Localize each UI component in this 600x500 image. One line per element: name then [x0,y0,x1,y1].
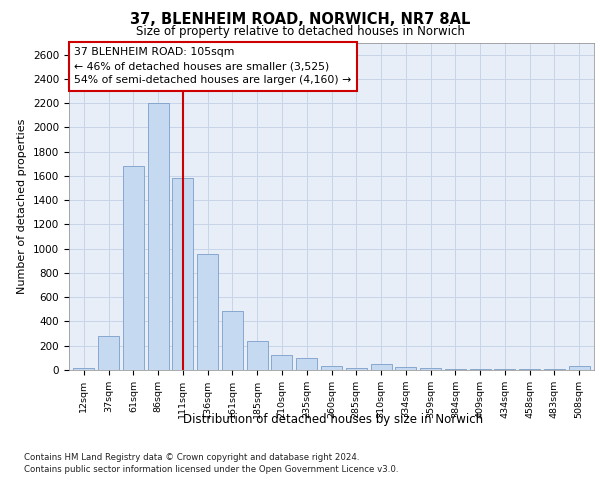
Y-axis label: Number of detached properties: Number of detached properties [17,118,28,294]
Bar [148,103,169,370]
Bar [222,310,243,370]
Bar [296,358,317,370]
Bar [346,368,367,370]
Text: Contains public sector information licensed under the Open Government Licence v3: Contains public sector information licen… [24,465,398,474]
Bar [321,366,342,370]
Bar [569,366,590,370]
Bar [371,364,392,370]
Text: Size of property relative to detached houses in Norwich: Size of property relative to detached ho… [136,25,464,38]
Bar [420,368,441,370]
Bar [470,369,491,370]
Bar [519,369,540,370]
Bar [73,368,94,370]
Bar [395,367,416,370]
Bar [123,166,144,370]
Bar [98,336,119,370]
Bar [172,178,193,370]
Text: Distribution of detached houses by size in Norwich: Distribution of detached houses by size … [183,412,483,426]
Text: 37 BLENHEIM ROAD: 105sqm
← 46% of detached houses are smaller (3,525)
54% of sem: 37 BLENHEIM ROAD: 105sqm ← 46% of detach… [74,48,352,86]
Text: Contains HM Land Registry data © Crown copyright and database right 2024.: Contains HM Land Registry data © Crown c… [24,452,359,462]
Bar [197,254,218,370]
Bar [271,355,292,370]
Bar [247,341,268,370]
Bar [445,369,466,370]
Text: 37, BLENHEIM ROAD, NORWICH, NR7 8AL: 37, BLENHEIM ROAD, NORWICH, NR7 8AL [130,12,470,28]
